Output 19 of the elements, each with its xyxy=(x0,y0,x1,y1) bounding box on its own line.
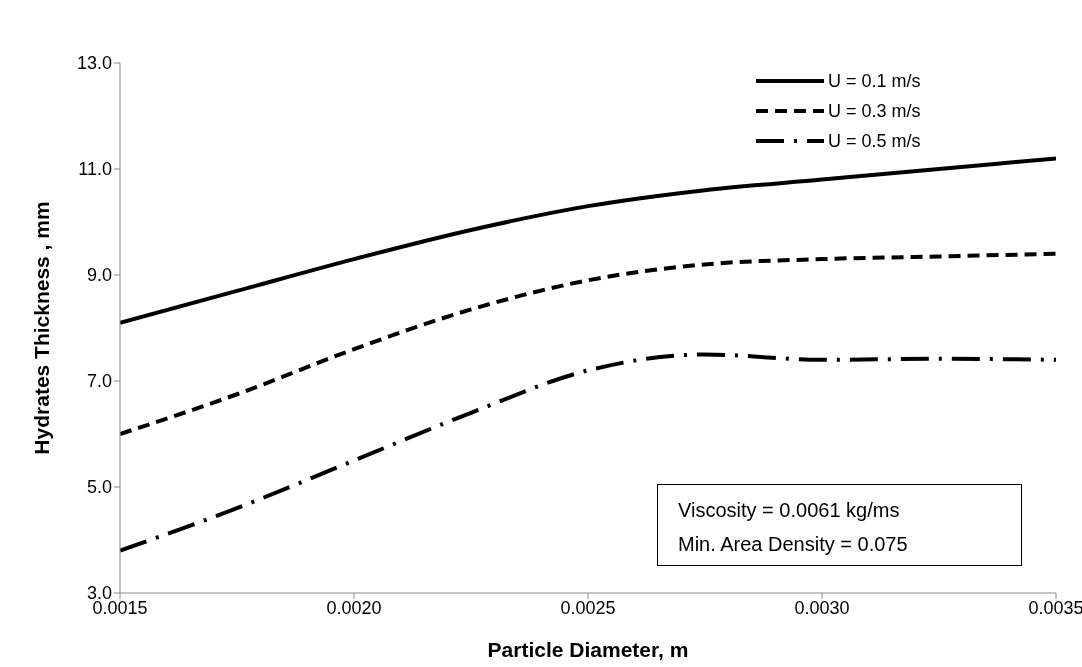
x-axis-title: Particle Diameter, m xyxy=(487,638,689,661)
y-tick-label: 9.0 xyxy=(86,265,112,286)
annotation: Min. Area Density = 0.075 xyxy=(678,532,909,557)
x-tick-label: 0.0020 xyxy=(326,597,382,618)
legend-label: U = 0.5 m/s xyxy=(828,130,921,152)
y-tick-label: 11.0 xyxy=(78,159,112,180)
legend-label: U = 0.3 m/s xyxy=(828,100,921,122)
y-tick-label: 13.0 xyxy=(76,53,112,74)
y-tick-label: 7.0 xyxy=(86,371,112,392)
line-series xyxy=(120,156,1056,325)
line-series xyxy=(120,251,1056,436)
annotation: Viscosity = 0.0061 kg/ms xyxy=(678,498,901,523)
line-series xyxy=(120,352,1056,553)
x-tick-label: 0.0025 xyxy=(560,597,616,618)
y-tick-label: 5.0 xyxy=(86,477,112,498)
legend-label: U = 0.1 m/s xyxy=(828,70,921,92)
x-tick-label: 0.0030 xyxy=(794,597,850,618)
y-axis-title: Hydrates Thickness , mm xyxy=(30,201,54,455)
x-tick-label: 0.0035 xyxy=(1028,597,1082,618)
